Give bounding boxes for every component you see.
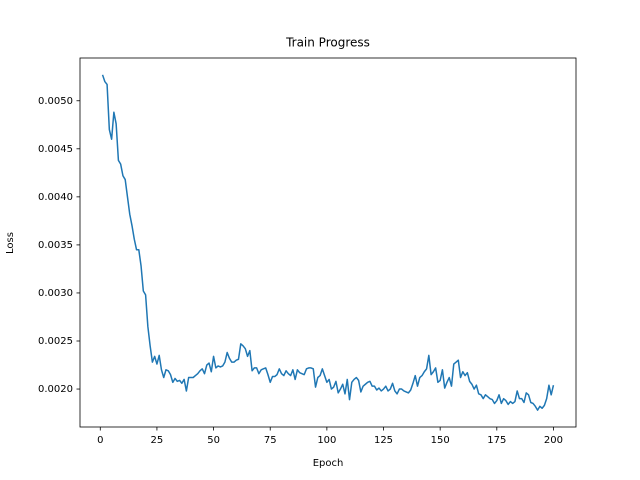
x-axis-label: Epoch bbox=[313, 458, 344, 469]
x-tick-label: 200 bbox=[544, 435, 563, 446]
chart-title: Train Progress bbox=[285, 36, 370, 50]
x-tick-label: 125 bbox=[374, 435, 393, 446]
plot-frame bbox=[79, 57, 577, 428]
x-tick-label: 25 bbox=[151, 435, 164, 446]
y-axis-label: Loss bbox=[5, 232, 16, 254]
y-tick-label: 0.0020 bbox=[38, 384, 73, 395]
x-tick-label: 100 bbox=[317, 435, 336, 446]
x-tick-label: 150 bbox=[431, 435, 450, 446]
x-tick-label: 175 bbox=[487, 435, 506, 446]
y-tick-label: 0.0045 bbox=[38, 144, 73, 155]
loss-line bbox=[101, 74, 555, 411]
y-tick-label: 0.0025 bbox=[38, 336, 73, 347]
x-tick-label: 0 bbox=[97, 435, 103, 446]
y-tick-label: 0.0050 bbox=[38, 96, 73, 107]
y-tick-label: 0.0040 bbox=[38, 192, 73, 203]
x-tick-label: 75 bbox=[264, 435, 277, 446]
x-tick-label: 50 bbox=[207, 435, 220, 446]
y-tick-label: 0.0030 bbox=[38, 288, 73, 299]
y-tick-label: 0.0035 bbox=[38, 240, 73, 251]
